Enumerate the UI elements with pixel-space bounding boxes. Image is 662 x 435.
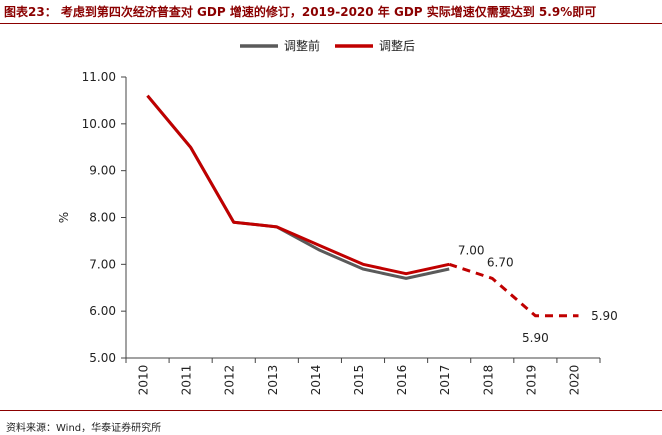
- data-label: 7.00: [458, 243, 485, 257]
- x-tick-label: 2018: [481, 365, 495, 396]
- data-label: 5.90: [591, 309, 618, 323]
- data-labels: 7.006.70 5.90 5.90: [458, 243, 618, 345]
- y-tick-label: 10.00: [82, 117, 116, 131]
- series-line-2-forecast: [448, 262, 579, 318]
- y-tick-label: 7.00: [89, 257, 116, 271]
- x-tick-label: 2020: [567, 365, 581, 396]
- series-lines: [146, 94, 579, 318]
- y-tick-label: 9.00: [89, 164, 116, 178]
- legend-label-2: 调整后: [379, 38, 415, 53]
- x-tick-label: 2015: [352, 365, 366, 396]
- data-label: 5.90: [522, 331, 549, 345]
- x-tick-label: 2014: [309, 365, 323, 396]
- series-line-2: [146, 94, 450, 276]
- legend: 调整前 调整后: [240, 38, 415, 53]
- y-tick-label: 8.00: [89, 211, 116, 225]
- x-tick-label: 2013: [266, 365, 280, 396]
- source-bar: 资料来源：Wind，华泰证券研究所: [0, 410, 662, 435]
- x-tick-label: 2016: [395, 365, 409, 396]
- y-tick-label: 11.00: [82, 70, 116, 84]
- y-axis: 5.00 6.00 7.00 8.00 9.00 10.00 11.00%: [57, 70, 127, 365]
- x-tick-label: 2010: [137, 365, 151, 396]
- data-label: 6.70: [487, 255, 514, 269]
- x-axis: 2010 2011 2012 2013 2014 2015 2016 2017 2018 2019…: [125, 357, 601, 396]
- source-note: 资料来源：Wind，华泰证券研究所: [6, 423, 162, 434]
- x-tick-label: 2011: [180, 365, 194, 396]
- legend-label-1: 调整前: [284, 38, 320, 53]
- y-tick-label: 5.00: [89, 351, 116, 365]
- y-tick-label: 6.00: [89, 304, 116, 318]
- x-tick-label: 2019: [524, 365, 538, 396]
- title-bar: 图表23： 考虑到第四次经济普查对 GDP 增速的修订，2019-2020 年 …: [0, 0, 662, 24]
- y-axis-label: %: [57, 212, 71, 223]
- x-tick-label: 2012: [223, 365, 237, 396]
- series-line-1: [146, 94, 450, 280]
- line-chart: 调整前 调整后 5.00 6.00 7.00 8.00 9.00 10.00 11.00% 2…: [57, 38, 618, 396]
- chart-title: 图表23： 考虑到第四次经济普查对 GDP 增速的修订，2019-2020 年 …: [4, 5, 597, 19]
- x-tick-label: 2017: [438, 365, 452, 396]
